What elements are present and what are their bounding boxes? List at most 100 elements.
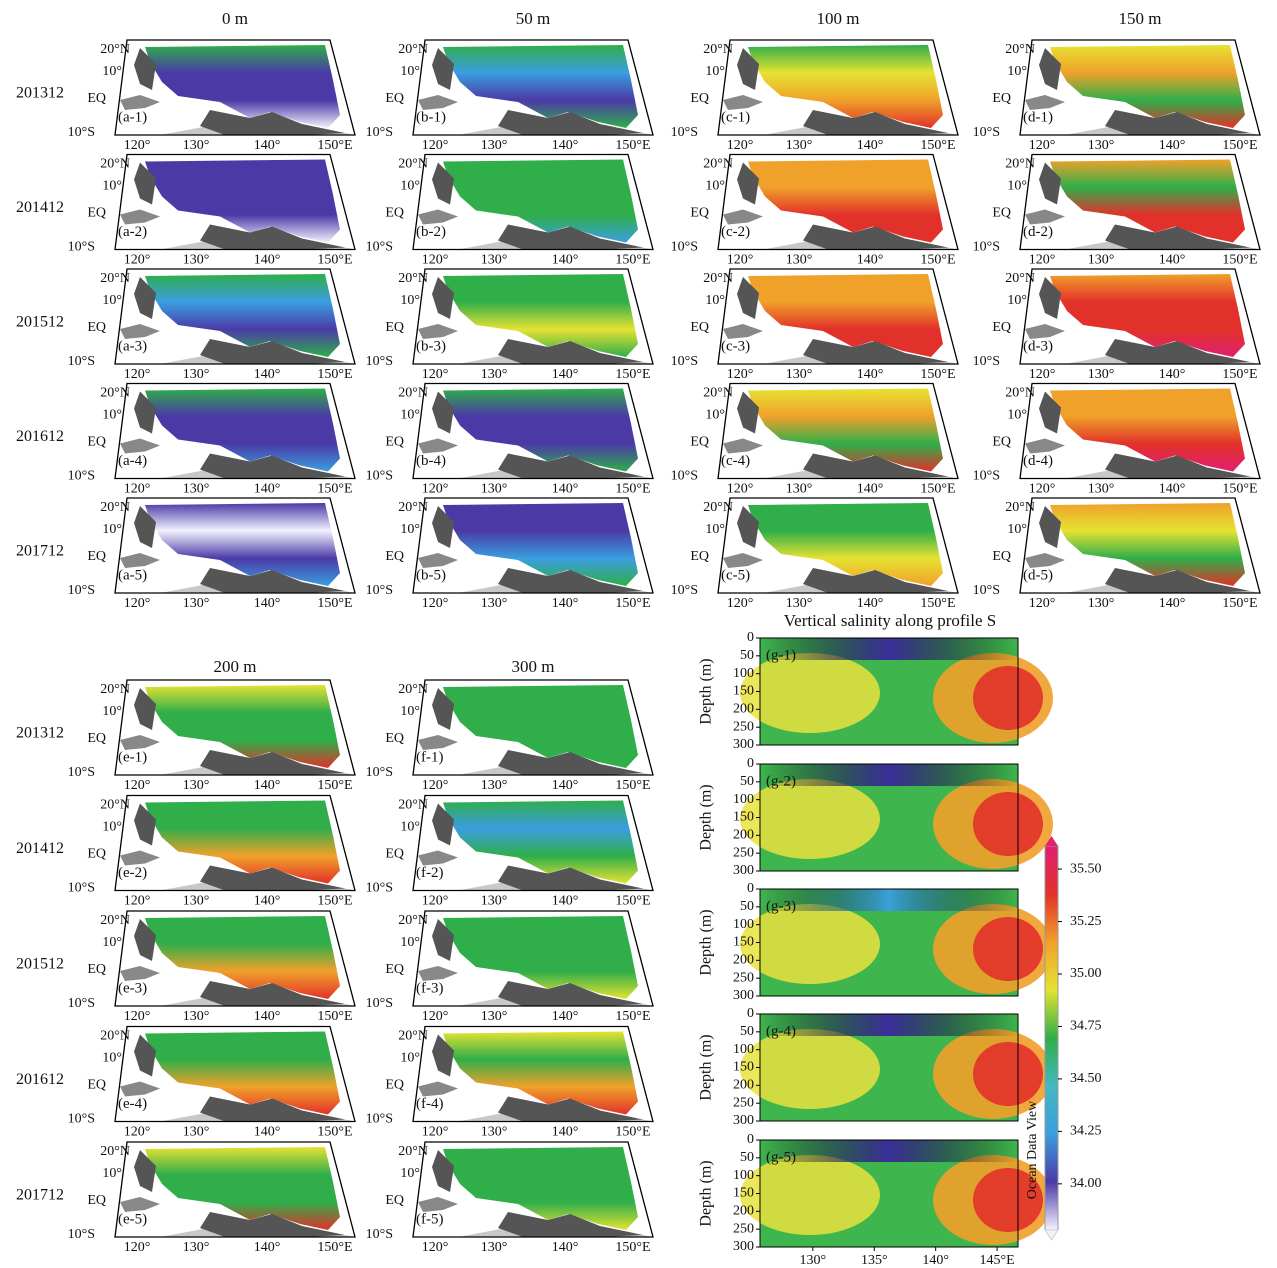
panel-label: (e-5) bbox=[118, 1211, 147, 1227]
lat-tick-label: 10° bbox=[102, 179, 122, 194]
lon-tick-label: 130° bbox=[786, 596, 813, 611]
salinity-field bbox=[748, 503, 943, 586]
row-label: 201712 bbox=[16, 543, 64, 560]
salinity-field bbox=[443, 801, 638, 884]
lon-tick-label: 140° bbox=[552, 482, 579, 497]
lat-tick-label: 10°S bbox=[366, 881, 393, 896]
panel-label: (f-2) bbox=[416, 865, 443, 881]
lon-tick-label: 150°E bbox=[615, 778, 650, 793]
map-panel: 20°N10°EQ10°S120°130°140°150°E(e-4) bbox=[68, 1027, 355, 1140]
y-tick-label: 100 bbox=[733, 792, 754, 807]
islands bbox=[418, 966, 458, 981]
lon-tick-label: 140° bbox=[552, 138, 579, 153]
lat-tick-label: 10° bbox=[705, 64, 725, 79]
lon-tick-label: 140° bbox=[552, 1125, 579, 1140]
map-panel: 20°N10°EQ10°S120°130°140°150°E(c-1) bbox=[671, 40, 958, 153]
lon-tick-label: 130° bbox=[183, 1240, 210, 1255]
lon-tick-label: 130° bbox=[481, 482, 508, 497]
map-panel: 20°N10°EQ10°S120°130°140°150°E(b-5) bbox=[366, 498, 653, 611]
lat-tick-label: 10°S bbox=[68, 583, 95, 598]
lat-tick-label: 20°N bbox=[398, 1029, 428, 1044]
panel-label: (d-5) bbox=[1023, 567, 1053, 583]
lat-tick-label: 20°N bbox=[100, 913, 130, 928]
islands bbox=[418, 439, 458, 454]
map-panel: 20°N10°EQ10°S120°130°140°150°E(c-2) bbox=[671, 155, 958, 268]
lon-tick-label: 120° bbox=[124, 596, 151, 611]
section-max bbox=[973, 917, 1043, 981]
islands bbox=[1025, 439, 1065, 454]
salinity-field bbox=[145, 160, 340, 243]
panel-label: (b-5) bbox=[416, 567, 446, 583]
lon-tick-label: 130° bbox=[183, 596, 210, 611]
lat-tick-label: 10°S bbox=[366, 1227, 393, 1242]
salinity-field bbox=[1050, 160, 1245, 243]
x-tick-label: 130° bbox=[800, 1253, 827, 1268]
lon-tick-label: 130° bbox=[481, 778, 508, 793]
x-tick-label: 145°E bbox=[980, 1253, 1015, 1268]
panel-label: (g-4) bbox=[766, 1023, 796, 1039]
lon-tick-label: 130° bbox=[183, 367, 210, 382]
lon-tick-label: 140° bbox=[552, 894, 579, 909]
lon-tick-label: 140° bbox=[254, 1240, 281, 1255]
lon-tick-label: 130° bbox=[786, 482, 813, 497]
y-tick-label: 250 bbox=[733, 1095, 754, 1110]
islands bbox=[120, 210, 160, 225]
y-tick-label: 200 bbox=[733, 953, 754, 968]
y-tick-label: 200 bbox=[733, 702, 754, 717]
lon-tick-label: 140° bbox=[1159, 367, 1186, 382]
lat-tick-label: 20°N bbox=[1005, 386, 1035, 401]
lon-tick-label: 130° bbox=[481, 1009, 508, 1024]
lon-tick-label: 120° bbox=[727, 596, 754, 611]
salinity-field bbox=[145, 274, 340, 357]
colorbar bbox=[1045, 846, 1058, 1230]
lat-tick-label: 10°S bbox=[366, 125, 393, 140]
section-low bbox=[760, 1140, 1018, 1162]
lat-tick-label: EQ bbox=[87, 206, 106, 221]
y-tick-label: 200 bbox=[733, 1204, 754, 1219]
lat-tick-label: 20°N bbox=[1005, 500, 1035, 515]
lon-tick-label: 120° bbox=[124, 778, 151, 793]
lat-tick-label: 20°N bbox=[398, 1144, 428, 1159]
panel-label: (f-3) bbox=[416, 980, 443, 996]
lat-tick-label: 10° bbox=[1007, 408, 1027, 423]
section-low bbox=[760, 1014, 1018, 1036]
lon-tick-label: 130° bbox=[786, 138, 813, 153]
panel-label: (f-5) bbox=[416, 1211, 443, 1227]
colorbar-tip bbox=[1045, 1230, 1058, 1240]
y-tick-label: 150 bbox=[733, 1186, 754, 1201]
lat-tick-label: 10°S bbox=[671, 240, 698, 255]
lat-tick-label: 10°S bbox=[68, 469, 95, 484]
lon-tick-label: 120° bbox=[422, 1009, 449, 1024]
map-panel: 20°N10°EQ10°S120°130°140°150°E(f-1) bbox=[366, 680, 653, 793]
map-panel: 20°N10°EQ10°S120°130°140°150°E(f-2) bbox=[366, 796, 653, 909]
lon-tick-label: 120° bbox=[1029, 138, 1056, 153]
lat-tick-label: EQ bbox=[87, 320, 106, 335]
salinity-field bbox=[748, 45, 943, 128]
islands bbox=[418, 735, 458, 750]
islands bbox=[418, 324, 458, 339]
lat-tick-label: 10°S bbox=[973, 354, 1000, 369]
lat-tick-label: 20°N bbox=[703, 271, 733, 286]
lon-tick-label: 130° bbox=[183, 253, 210, 268]
y-tick-label: 150 bbox=[733, 935, 754, 950]
colorbar-tick-label: 35.25 bbox=[1070, 914, 1102, 929]
profile-panel: 050100150200250300Depth (m)(g-2) bbox=[698, 756, 1053, 878]
lat-tick-label: EQ bbox=[385, 847, 404, 862]
salinity-field bbox=[145, 389, 340, 472]
panel-label: (e-4) bbox=[118, 1096, 147, 1112]
lon-tick-label: 120° bbox=[1029, 367, 1056, 382]
salinity-field bbox=[145, 1032, 340, 1115]
map-panel: 20°N10°EQ10°S120°130°140°150°E(f-4) bbox=[366, 1027, 653, 1140]
section-low bbox=[760, 764, 1018, 786]
map-panel: 20°N10°EQ10°S120°130°140°150°E(e-5) bbox=[68, 1142, 355, 1255]
salinity-field bbox=[748, 274, 943, 357]
lat-tick-label: 10° bbox=[102, 704, 122, 719]
map-panel: 20°N10°EQ10°S120°130°140°150°E(f-3) bbox=[366, 911, 653, 1024]
lon-tick-label: 150°E bbox=[920, 367, 955, 382]
lat-tick-label: 10° bbox=[400, 179, 420, 194]
salinity-field bbox=[145, 45, 340, 128]
lat-tick-label: 10° bbox=[102, 935, 122, 950]
lat-tick-label: 20°N bbox=[398, 798, 428, 813]
profile-title: Vertical salinity along profile S bbox=[784, 611, 996, 630]
lat-tick-label: 10° bbox=[102, 820, 122, 835]
